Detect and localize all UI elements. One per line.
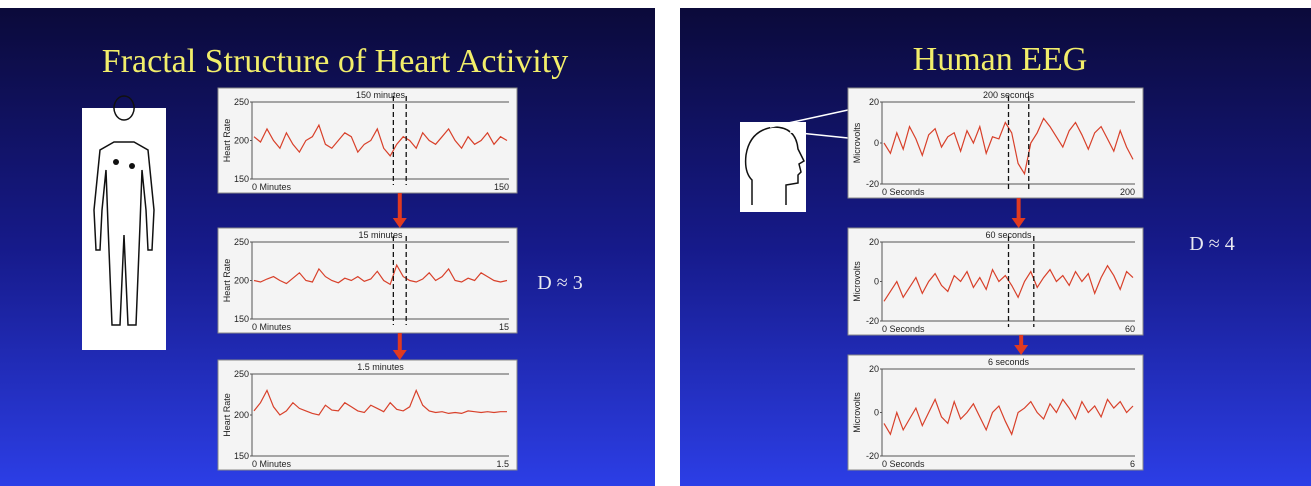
y-axis-label: Microvolts [852,122,862,163]
dimension-label: D ≈ 3 [537,272,582,294]
y-tick-label: -20 [866,316,879,326]
y-tick-label: 150 [234,314,249,324]
y-tick-label: 20 [869,237,879,247]
panel-title: 150 minutes [356,90,406,100]
panel [847,227,1144,336]
panel [847,87,1144,199]
y-tick-label: -20 [866,451,879,461]
y-tick-label: 150 [234,174,249,184]
head-figure [740,109,849,212]
x-start-label: 0 Seconds [882,187,925,197]
x-end-label: 150 [494,182,509,192]
panel-title: 60 seconds [985,230,1032,240]
y-tick-label: 150 [234,451,249,461]
x-start-label: 0 Minutes [252,322,292,332]
y-tick-label: 20 [869,97,879,107]
y-tick-label: 20 [869,364,879,374]
y-axis-label: Heart Rate [222,393,232,437]
y-tick-label: 250 [234,369,249,379]
trace [253,263,508,286]
x-end-label: 6 [1130,459,1135,469]
trace [253,123,508,157]
y-tick-label: 250 [234,237,249,247]
arrow-head [392,218,407,228]
trace [883,397,1134,436]
y-tick-label: 250 [234,97,249,107]
y-tick-label: 0 [874,408,879,418]
panel-title: 200 seconds [983,90,1035,100]
y-tick-label: 200 [234,136,249,146]
trace [253,388,507,416]
x-start-label: 0 Minutes [252,459,292,469]
x-start-label: 0 Seconds [882,324,925,334]
arrow-head [1014,345,1029,355]
panel [217,359,518,471]
x-end-label: 15 [499,322,509,332]
panel [217,87,518,194]
panel-title: 6 seconds [988,357,1030,367]
x-end-label: 60 [1125,324,1135,334]
dimension-label: D ≈ 4 [1189,233,1234,255]
x-end-label: 1.5 [496,459,509,469]
panel-title: 15 minutes [358,230,403,240]
trace [883,117,1134,176]
y-axis-label: Heart Rate [222,259,232,303]
y-tick-label: 0 [874,277,879,287]
y-tick-label: 200 [234,410,249,420]
y-tick-label: 0 [874,138,879,148]
arrow-head [1011,218,1026,228]
panel-title: 1.5 minutes [357,362,404,372]
x-start-label: 0 Seconds [882,459,925,469]
y-axis-label: Heart Rate [222,119,232,163]
slide-title: Human EEG [913,41,1088,78]
y-tick-label: -20 [866,179,879,189]
y-axis-label: Microvolts [852,392,862,433]
y-tick-label: 200 [234,276,249,286]
arrow-head [392,350,407,360]
x-end-label: 200 [1120,187,1135,197]
x-start-label: 0 Minutes [252,182,292,192]
slide-title: Fractal Structure of Heart Activity [102,43,568,80]
human-figure [82,95,166,350]
y-axis-label: Microvolts [852,261,862,302]
